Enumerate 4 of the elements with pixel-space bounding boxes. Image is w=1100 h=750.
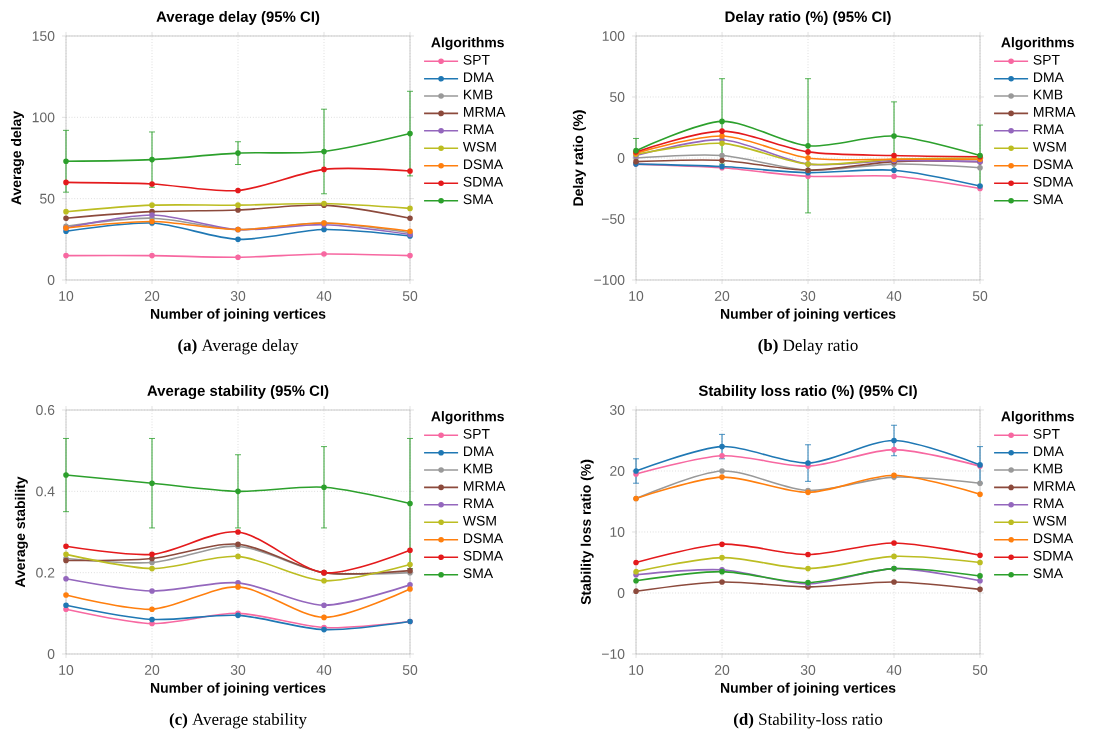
text: (a) Average delay bbox=[178, 339, 299, 355]
text: (c) Average stability bbox=[169, 713, 307, 729]
text: (d) Stability-loss ratio bbox=[733, 713, 883, 729]
text: (b) Delay ratio bbox=[758, 339, 858, 355]
